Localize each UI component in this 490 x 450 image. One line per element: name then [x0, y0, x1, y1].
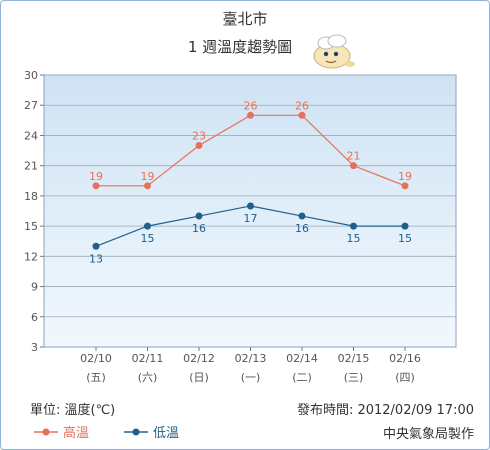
chart-subtitle: 1 週溫度趨勢圖 — [188, 38, 292, 56]
point-low — [195, 212, 203, 220]
y-tick-label: 27 — [24, 99, 38, 112]
data-label-low: 15 — [141, 232, 155, 245]
plot-background — [43, 74, 457, 348]
x-weekday-label: (四) — [395, 371, 415, 384]
y-tick-label: 21 — [24, 160, 38, 173]
y-tick-label: 30 — [24, 69, 38, 82]
legend-high-label: 高溫 — [63, 425, 89, 441]
data-label-high: 19 — [89, 170, 103, 183]
x-tick-label: 02/10 — [80, 352, 112, 365]
data-label-low: 15 — [347, 232, 361, 245]
point-low — [298, 212, 306, 220]
x-tick-label: 02/15 — [338, 352, 370, 365]
data-label-high: 19 — [398, 170, 412, 183]
agency-credit: 中央氣象局製作 — [383, 427, 474, 442]
x-weekday-label: (六) — [138, 371, 158, 384]
point-high — [247, 111, 254, 119]
point-high — [298, 111, 306, 119]
point-low — [144, 222, 151, 230]
point-high — [92, 182, 100, 190]
data-label-low: 16 — [192, 222, 206, 235]
point-high — [401, 182, 409, 190]
data-label-low: 16 — [295, 222, 309, 235]
city-title: 臺北市 — [222, 10, 267, 28]
legend-low-label: 低溫 — [153, 426, 179, 441]
point-high — [195, 142, 203, 150]
data-label-low: 13 — [89, 252, 103, 265]
y-tick-label: 6 — [31, 311, 38, 324]
legend-low-marker — [132, 428, 140, 436]
point-low — [350, 222, 357, 230]
legend-item-low[interactable]: 低溫 — [124, 426, 179, 441]
y-tick-label: 15 — [24, 220, 38, 233]
cloud-mascot-icon — [313, 34, 355, 69]
data-label-high: 26 — [295, 99, 309, 112]
x-tick-label: 02/14 — [286, 352, 318, 365]
point-low — [401, 222, 409, 230]
x-tick-label: 02/13 — [235, 352, 267, 365]
data-label-high: 26 — [244, 99, 258, 112]
point-high — [350, 162, 357, 170]
data-label-low: 15 — [398, 232, 412, 245]
y-tick-label: 3 — [31, 341, 38, 354]
x-weekday-label: (一) — [241, 371, 261, 384]
x-tick-label: 02/16 — [389, 352, 421, 365]
y-tick-label: 24 — [24, 129, 38, 142]
legend-high-marker — [42, 428, 50, 436]
unit-label: 單位: 溫度(℃) — [30, 402, 115, 418]
y-tick-label: 18 — [24, 190, 38, 203]
y-tick-label: 9 — [31, 281, 38, 294]
data-label-high: 23 — [192, 130, 206, 143]
data-label-low: 17 — [244, 212, 258, 225]
x-tick-label: 02/12 — [183, 352, 215, 365]
published-time: 發布時間: 2012/02/09 17:00 — [297, 403, 474, 418]
x-weekday-label: (五) — [86, 371, 106, 384]
data-label-high: 19 — [141, 170, 155, 183]
plot-area: 3 6 9 12 15 18 21 24 27 30 02/10 (五) 02/11 (六) 02/12 (日… — [24, 69, 457, 384]
x-tick-label: 02/11 — [132, 352, 164, 365]
point-low — [247, 202, 254, 210]
x-weekday-label: (日) — [189, 371, 209, 384]
x-weekday-label: (三) — [344, 371, 364, 384]
x-weekday-label: (二) — [292, 371, 312, 384]
point-high — [144, 182, 151, 190]
legend-item-high[interactable]: 高溫 — [34, 425, 89, 441]
point-low — [92, 242, 100, 250]
legend: 高溫 低溫 — [34, 425, 179, 441]
data-label-high: 21 — [347, 150, 361, 163]
y-tick-label: 12 — [24, 250, 38, 263]
